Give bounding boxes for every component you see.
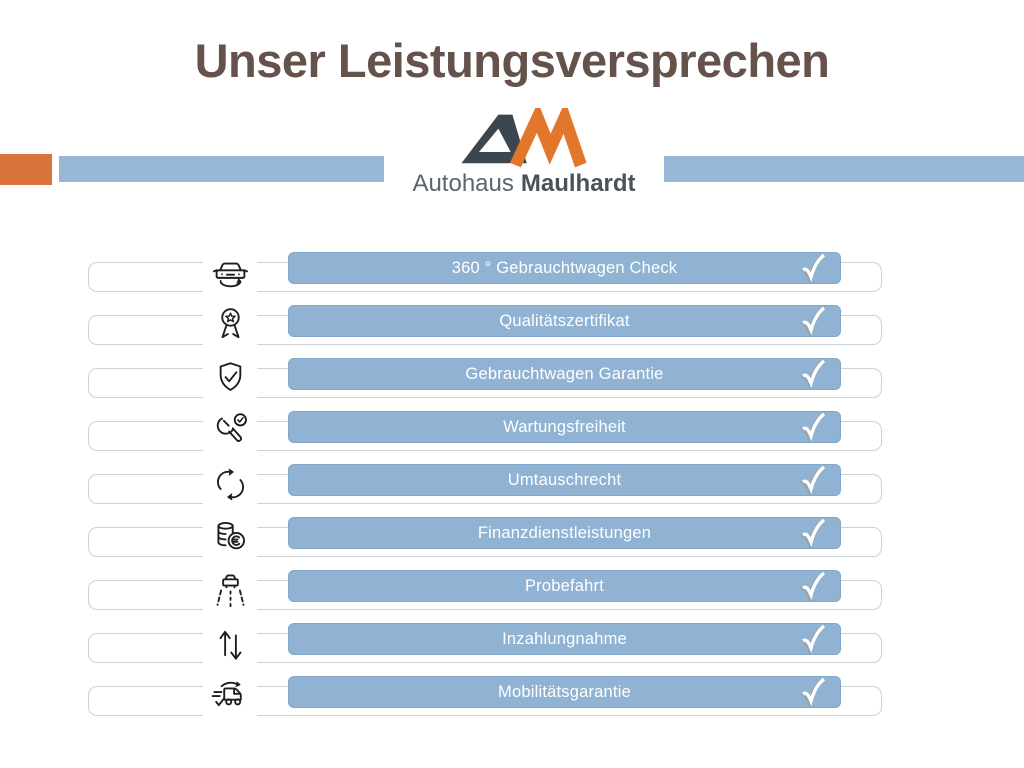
item-label: Umtauschrecht [507,470,622,489]
list-item: Inzahlungnahme [0,618,1024,676]
check-icon [800,465,826,496]
car-360-icon [203,247,257,297]
list-item: 360 ° Gebrauchtwagen Check [0,247,1024,305]
list-item: Qualitätszertifikat [0,300,1024,358]
list-item: Umtauschrecht [0,459,1024,517]
check-icon [800,306,826,337]
item-bar: 360 ° Gebrauchtwagen Check [288,252,841,284]
logo-name: Autohaus Maulhardt [412,170,635,198]
check-icon [800,359,826,390]
item-label: Gebrauchtwagen Garantie [465,364,664,383]
check-icon [800,571,826,602]
item-bar: Gebrauchtwagen Garantie [288,358,841,390]
arrows-up-down-icon [203,618,257,668]
coins-euro-icon [203,512,257,562]
item-label: Inzahlungnahme [502,629,627,648]
item-label: Qualitätszertifikat [499,311,630,330]
check-icon [800,624,826,655]
item-bar: Umtauschrecht [288,464,841,496]
page-title: Unser Leistungsversprechen [194,34,830,87]
item-label: Probefahrt [524,576,605,595]
list-item: Gebrauchtwagen Garantie [0,353,1024,411]
list-item: Wartungsfreiheit [0,406,1024,464]
item-label: 360 ° Gebrauchtwagen Check [451,258,678,277]
shield-check-icon [203,353,257,403]
banner-orange-block [0,154,52,185]
brand-logo: Autohaus Maulhardt [384,100,664,218]
medal-icon [203,300,257,350]
exchange-arrows-icon [203,459,257,509]
am-monogram-icon [461,108,587,168]
item-bar: Inzahlungnahme [288,623,841,655]
item-label: Mobilitätsgarantie [498,682,631,701]
check-icon [800,412,826,443]
item-bar: Probefahrt [288,570,841,602]
wrench-check-icon [203,406,257,456]
item-bar: Finanzdienstleistungen [288,517,841,549]
logo-name-regular: Autohaus [412,170,514,197]
item-label: Wartungsfreiheit [503,417,626,436]
list-item: Mobilitätsgarantie [0,671,1024,729]
check-icon [800,677,826,708]
item-bar: Mobilitätsgarantie [288,676,841,708]
list-item: Finanzdienstleistungen [0,512,1024,570]
item-bar: Wartungsfreiheit [288,411,841,443]
logo-name-bold: Maulhardt [520,170,636,197]
list-item: Probefahrt [0,565,1024,623]
item-label: Finanzdienstleistungen [477,523,652,542]
fast-van-icon [203,671,257,721]
check-icon [800,518,826,549]
highway-car-icon [203,565,257,615]
item-bar: Qualitätszertifikat [288,305,841,337]
check-icon [800,253,826,284]
